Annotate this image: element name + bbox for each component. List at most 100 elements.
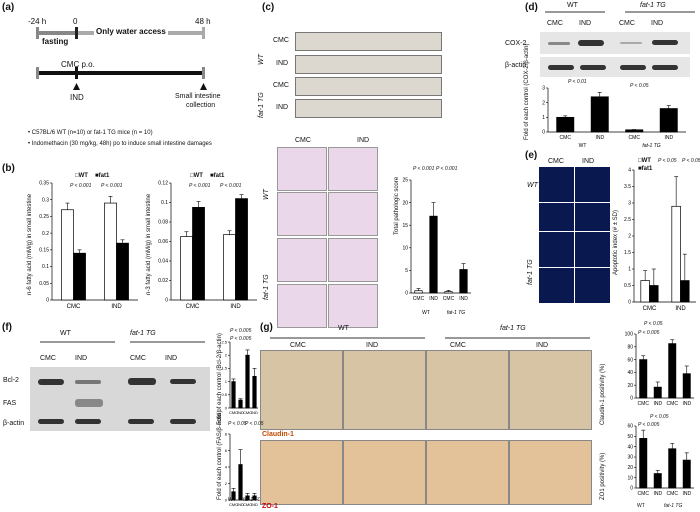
d-pvalue-1: P < 0.01 (568, 79, 587, 85)
y-tick-label: 100 (625, 332, 634, 338)
histo-wt-cmc-1 (277, 147, 327, 191)
d-ind1: IND (579, 20, 592, 27)
b2-legend-fat1: ■fat1 (210, 173, 225, 179)
d-cmc2: CMC (619, 20, 635, 27)
panel-label-e: (e) (525, 150, 538, 161)
gross-wt-ind (295, 55, 442, 74)
b1-pvalue-cmc: P < 0.001 (70, 183, 92, 189)
f-wt: WT (60, 330, 71, 337)
ihc-zo1-tg-ind (509, 440, 592, 505)
g-cmc2: CMC (450, 342, 466, 349)
chart-b2: 0 0.02 0.04 0.06 0.08 0.1 0.12 CMC IND (158, 181, 257, 310)
y-tick-label: 1.5 (221, 366, 227, 371)
x-tick-label: CMC (443, 296, 455, 302)
y-tick-label: 0.04 (158, 259, 168, 265)
histo-wt-ind-2 (328, 192, 378, 236)
y-tick-label: 80 (627, 344, 633, 350)
group-label: fat-1 TG (642, 143, 660, 148)
ihc-claudin-wt-cmc (260, 350, 343, 430)
bar-1 (238, 399, 243, 409)
y-tick-label: 1 (628, 267, 631, 273)
y-tick-label: 20 (402, 200, 408, 206)
note-mice: • C57BL/6 WT (n=10) or fat-1 TG mice (n … (28, 130, 153, 136)
group-label: fat-1 TG (447, 310, 465, 315)
y-tick-label: 0 (225, 405, 228, 410)
tunel-wt-cmc-2 (538, 202, 575, 232)
f-pvalue-2: P < 0.005 (230, 336, 252, 342)
bar-wt-ind (223, 234, 236, 301)
x-tick-label: IND (682, 491, 691, 497)
y-tick-label: 1.5 (624, 250, 631, 256)
x-tick-label: CMC (229, 410, 238, 415)
g-cmc1: CMC (290, 342, 306, 349)
x-tick-label: IND (111, 304, 122, 310)
d-cox2-label: COX-2 (505, 40, 527, 47)
y-tick-label: 4 (628, 168, 631, 174)
e-tg: fat-1 TG (527, 259, 534, 285)
histo-wt-ind-1 (328, 147, 378, 191)
f-fas-label: FAS (3, 400, 17, 407)
y-tick-label: 0.1 (42, 264, 49, 270)
y-tick-label: 0.15 (39, 248, 49, 254)
bar-0 (639, 359, 648, 399)
y-tick-label: 1 (225, 379, 228, 384)
histo-tg-ind-1 (328, 238, 378, 282)
x-tick-label: CMC (667, 491, 679, 497)
x-tick-label: IND (251, 410, 258, 415)
f-group-lines (40, 341, 205, 343)
g-claudin-label: Claudin-1 (262, 431, 294, 438)
y-tick-label: 40 (627, 370, 633, 376)
gross-label-tg: fat-1 TG (258, 92, 265, 118)
b1-pvalue-ind: P < 0.001 (101, 183, 123, 189)
y-tick-label: 0 (542, 130, 545, 136)
bar-fat1-cmc (192, 207, 205, 301)
gross-label-cmc1: CMC (273, 37, 289, 44)
b2-legend-wt: □WT (190, 173, 203, 179)
g-wt: WT (338, 325, 349, 332)
y-tick-label: 2 (628, 234, 631, 240)
e-legend-fat1: ■fat1 (638, 166, 653, 172)
bar-3 (459, 269, 468, 294)
y-tick-label: 2 (542, 100, 545, 106)
g-pvalue-1: P < 0.005 (638, 330, 660, 336)
y-tick-label: 2.5 (624, 217, 631, 223)
x-tick-label: CMC (667, 401, 679, 407)
g-pvalue-3: P < 0.005 (638, 422, 660, 428)
f-bactin-label: β-actin (3, 420, 25, 427)
collection-label-1: Small intestine (175, 93, 221, 100)
g-xtg: fat-1 TG (664, 503, 683, 509)
f-cmc1: CMC (40, 355, 56, 362)
x-tick-label: IND (230, 304, 241, 310)
gross-label-wt: WT (258, 54, 265, 65)
x-tick-label: CMC (243, 502, 252, 507)
g-ind2: IND (536, 342, 549, 349)
water-access-label: Only water access (94, 27, 168, 36)
tunel-tg-ind-2 (574, 267, 611, 304)
d-ind2: IND (651, 20, 664, 27)
y-tick-label: 0.3 (42, 197, 49, 203)
bar-1 (238, 464, 243, 501)
gross-label-ind2: IND (276, 104, 289, 111)
f-xtg: fat-1 TG (243, 497, 262, 503)
bar-3 (682, 373, 691, 399)
y-tick-label: 3 (628, 201, 631, 207)
gross-wt-cmc (295, 32, 442, 51)
bar-wt-cmc (180, 236, 193, 301)
y-tick-label: 0.02 (158, 278, 168, 284)
y-tick-label: 0.06 (158, 239, 168, 245)
bar-1 (429, 215, 438, 294)
e-legend-wt: □WT (638, 158, 651, 164)
y-tick-label: 0.12 (158, 181, 168, 187)
y-tick-label: 0.2 (42, 231, 49, 237)
ihc-claudin-wt-ind (343, 350, 426, 430)
f-ind1: IND (75, 355, 88, 362)
y-tick-label: 0.1 (161, 200, 168, 206)
cmc-po-label: CMC p.o. (61, 60, 95, 69)
histo-tg-cmc-2 (277, 284, 327, 328)
bar-wt-cmc (640, 280, 650, 303)
x-tick-label: CMC (243, 410, 252, 415)
ihc-zo1-tg-cmc (426, 440, 509, 505)
g-zo1-label: ZO-1 (262, 503, 278, 510)
y-tick-label: 0 (225, 497, 228, 502)
